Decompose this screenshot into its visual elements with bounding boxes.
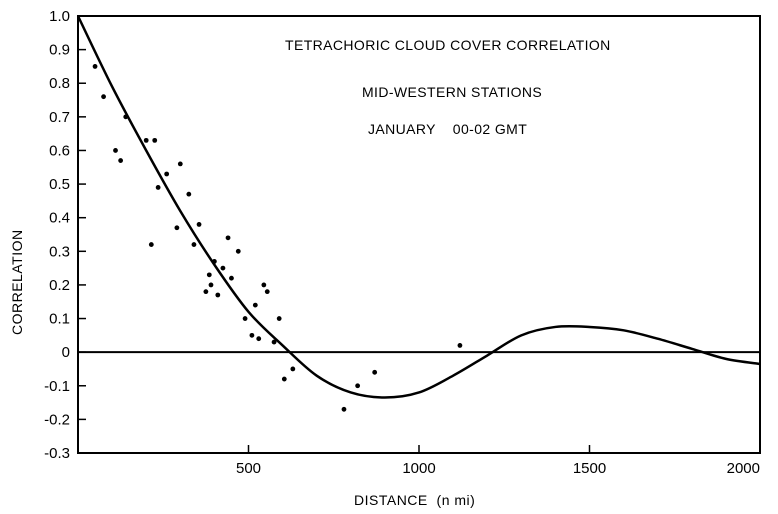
data-point — [281, 376, 287, 382]
data-point — [261, 282, 267, 288]
y-tick-label: 0 — [62, 344, 70, 361]
y-tick-label: 0.6 — [49, 142, 70, 159]
x-axis-title: DISTANCE (n mi) — [354, 492, 475, 508]
data-point — [191, 242, 197, 247]
data-point — [256, 336, 262, 342]
y-tick-label: -0.2 — [44, 411, 70, 428]
y-tick-label: -0.3 — [44, 445, 70, 462]
annotation-stations: MID-WESTERN STATIONS — [362, 84, 542, 100]
y-tick-label: 0.9 — [49, 42, 70, 59]
tick-labels: 1.0 0.9 0.8 0.7 0.6 0.5 0.4 0.3 0.2 0.1 0 -0.1 -0.2 -… — [44, 8, 760, 477]
y-tick-label: 0.4 — [49, 210, 70, 227]
data-point — [208, 282, 214, 288]
data-point — [143, 137, 149, 143]
data-point — [341, 406, 347, 412]
data-point — [457, 343, 463, 348]
data-point — [118, 158, 124, 163]
data-point — [152, 137, 158, 143]
data-point — [186, 191, 192, 197]
data-point — [196, 222, 202, 227]
data-point — [155, 185, 161, 190]
data-point — [252, 302, 258, 308]
y-tick-label: 0.8 — [49, 75, 70, 92]
x-tick-label: 1000 — [402, 460, 435, 477]
annotation-title: TETRACHORIC CLOUD COVER CORRELATION — [285, 37, 611, 53]
data-point — [372, 369, 378, 375]
y-tick-label: 0.1 — [49, 311, 70, 328]
data-point — [206, 272, 212, 278]
data-point — [225, 235, 231, 241]
data-point — [215, 292, 221, 298]
data-point — [148, 242, 154, 247]
data-point — [101, 94, 106, 100]
y-tick-label: 1.0 — [49, 8, 70, 25]
annotation-period: JANUARY 00-02 GMT — [368, 121, 527, 137]
y-tick-label: 0.2 — [49, 277, 70, 294]
data-point — [235, 248, 241, 254]
plot-frame — [77, 15, 761, 454]
data-point — [92, 64, 98, 69]
data-point — [264, 289, 270, 295]
x-tick-label: 500 — [236, 460, 261, 477]
data-point — [242, 316, 248, 321]
data-point — [212, 258, 217, 264]
y-axis-title: CORRELATION — [9, 229, 25, 335]
data-point — [174, 225, 180, 231]
data-point — [177, 161, 183, 167]
data-point — [290, 366, 296, 372]
data-point — [271, 339, 277, 345]
x-tick-label: 2000 — [727, 460, 760, 477]
data-point — [123, 114, 129, 120]
data-point — [276, 316, 282, 321]
data-point — [203, 289, 209, 295]
data-point — [355, 383, 361, 389]
ticks — [78, 15, 761, 454]
data-point — [249, 332, 255, 338]
data-point — [113, 148, 118, 153]
scatter-points — [92, 64, 463, 412]
y-tick-label: 0.3 — [49, 243, 70, 260]
y-tick-label: 0.7 — [49, 109, 70, 126]
x-tick-label: 1500 — [573, 460, 606, 477]
data-point — [220, 265, 226, 271]
y-tick-label: 0.5 — [49, 176, 70, 193]
fit-curve — [76, 15, 761, 399]
data-point — [229, 275, 234, 281]
data-point — [164, 171, 170, 177]
y-tick-label: -0.1 — [44, 378, 70, 395]
